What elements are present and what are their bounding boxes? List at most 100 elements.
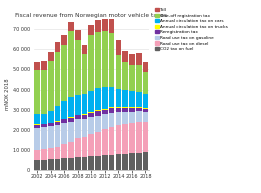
- Bar: [48, 126, 54, 148]
- Bar: [143, 112, 148, 122]
- Bar: [61, 144, 67, 158]
- Bar: [34, 62, 40, 70]
- Bar: [82, 119, 87, 137]
- Bar: [48, 159, 54, 170]
- Bar: [48, 61, 54, 111]
- Bar: [55, 122, 61, 125]
- Bar: [55, 42, 61, 52]
- Bar: [41, 149, 47, 160]
- Bar: [55, 159, 61, 170]
- Bar: [129, 112, 135, 123]
- Bar: [109, 18, 115, 33]
- Bar: [116, 108, 121, 112]
- Bar: [48, 123, 54, 126]
- Bar: [55, 121, 61, 122]
- Bar: [41, 160, 47, 170]
- Bar: [116, 125, 121, 154]
- Bar: [41, 114, 47, 124]
- Bar: [88, 35, 94, 91]
- Bar: [109, 108, 115, 113]
- Bar: [143, 122, 148, 152]
- Bar: [61, 45, 67, 101]
- Bar: [102, 110, 108, 114]
- Bar: [61, 158, 67, 170]
- Bar: [61, 101, 67, 119]
- Bar: [68, 142, 74, 158]
- Bar: [75, 30, 81, 40]
- Bar: [95, 132, 101, 156]
- Bar: [102, 109, 108, 110]
- Bar: [122, 108, 128, 112]
- Bar: [143, 94, 148, 108]
- Bar: [82, 114, 87, 115]
- Bar: [75, 138, 81, 157]
- Bar: [109, 113, 115, 127]
- Bar: [41, 124, 47, 127]
- Bar: [102, 129, 108, 155]
- Bar: [55, 125, 61, 147]
- Bar: [88, 112, 94, 113]
- Bar: [34, 125, 40, 128]
- Bar: [88, 113, 94, 117]
- Bar: [116, 89, 121, 107]
- Y-axis label: mNOK 2018: mNOK 2018: [5, 79, 10, 110]
- Bar: [82, 137, 87, 157]
- Bar: [136, 108, 141, 111]
- Bar: [88, 134, 94, 156]
- Bar: [129, 91, 135, 108]
- Bar: [34, 114, 40, 124]
- Bar: [116, 112, 121, 125]
- Bar: [88, 156, 94, 170]
- Bar: [34, 124, 40, 125]
- Bar: [48, 111, 54, 123]
- Bar: [102, 155, 108, 170]
- Bar: [41, 127, 47, 149]
- Bar: [95, 20, 101, 32]
- Bar: [34, 128, 40, 150]
- Legend: Toll, One-off registration tax, Annual circulation tax on cars, Annual circulati: Toll, One-off registration tax, Annual c…: [155, 8, 228, 51]
- Bar: [136, 92, 141, 107]
- Bar: [68, 158, 74, 170]
- Bar: [95, 116, 101, 132]
- Bar: [75, 115, 81, 119]
- Bar: [136, 153, 141, 170]
- Bar: [122, 107, 128, 108]
- Bar: [143, 108, 148, 109]
- Bar: [88, 25, 94, 35]
- Bar: [82, 45, 87, 54]
- Bar: [95, 156, 101, 170]
- Bar: [95, 88, 101, 110]
- Bar: [122, 154, 128, 170]
- Bar: [82, 54, 87, 94]
- Bar: [41, 61, 47, 70]
- Bar: [136, 107, 141, 108]
- Bar: [102, 87, 108, 109]
- Bar: [116, 40, 121, 55]
- Bar: [122, 124, 128, 154]
- Bar: [109, 33, 115, 87]
- Bar: [136, 53, 141, 65]
- Bar: [68, 118, 74, 122]
- Bar: [109, 155, 115, 170]
- Bar: [122, 90, 128, 107]
- Bar: [102, 31, 108, 87]
- Bar: [82, 157, 87, 170]
- Bar: [129, 123, 135, 153]
- Bar: [61, 119, 67, 123]
- Bar: [136, 65, 141, 92]
- Bar: [61, 123, 67, 144]
- Bar: [129, 65, 135, 91]
- Bar: [41, 70, 47, 114]
- Bar: [68, 122, 74, 142]
- Bar: [109, 87, 115, 108]
- Bar: [129, 54, 135, 65]
- Bar: [95, 110, 101, 111]
- Bar: [102, 17, 108, 31]
- Bar: [55, 147, 61, 159]
- Bar: [109, 127, 115, 155]
- Bar: [48, 148, 54, 159]
- Bar: [129, 153, 135, 170]
- Bar: [82, 115, 87, 119]
- Bar: [143, 109, 148, 112]
- Bar: [68, 22, 74, 31]
